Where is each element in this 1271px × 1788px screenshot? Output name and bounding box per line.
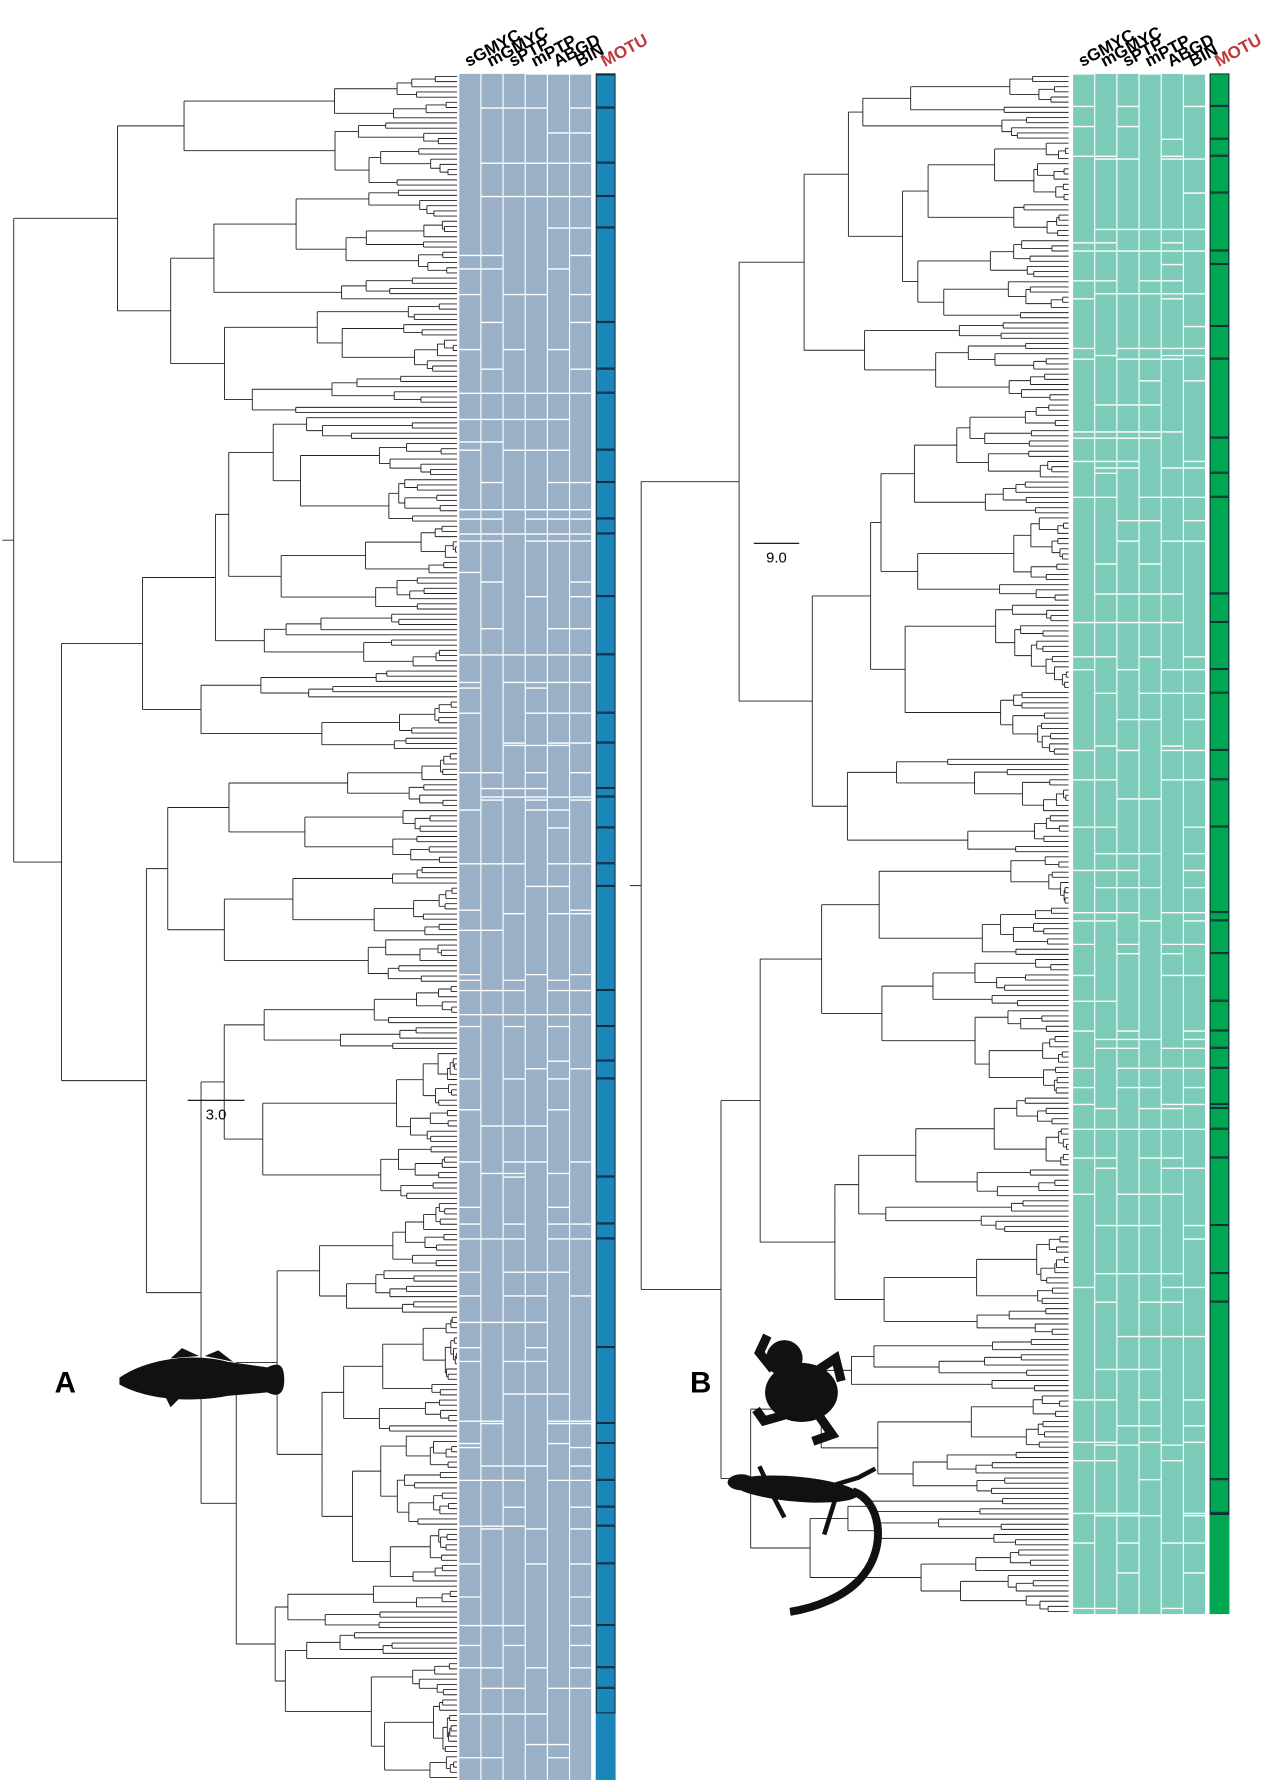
tree [2, 76, 457, 1777]
motu-header: MOTU [598, 30, 651, 70]
panel-label: A [55, 1366, 76, 1399]
fish-silhouette [119, 1348, 284, 1407]
method-column [526, 74, 547, 1780]
method-column [481, 74, 502, 1780]
method-column [1117, 74, 1138, 1614]
scale-label: 9.0 [766, 551, 787, 567]
method-column [1095, 74, 1116, 1614]
frog-silhouette [756, 1336, 841, 1442]
method-column [504, 74, 525, 1780]
scale-label: 3.0 [206, 1108, 227, 1124]
motu-column [596, 74, 616, 1780]
method-column [548, 74, 569, 1780]
method-column [1073, 74, 1094, 1614]
method-column [459, 74, 480, 1780]
method-column [1184, 74, 1205, 1614]
panel-label: B [690, 1366, 711, 1399]
lizard-silhouette [728, 1466, 878, 1611]
method-column [570, 74, 591, 1780]
method-column [1162, 74, 1183, 1614]
motu-column [1210, 74, 1230, 1614]
figure: sGMYCmGMYCsPTPmPTPABGDBINMOTU sGMYCmGMYC… [0, 0, 1271, 1788]
motu-header: MOTU [1212, 30, 1265, 70]
method-column [1140, 74, 1161, 1614]
